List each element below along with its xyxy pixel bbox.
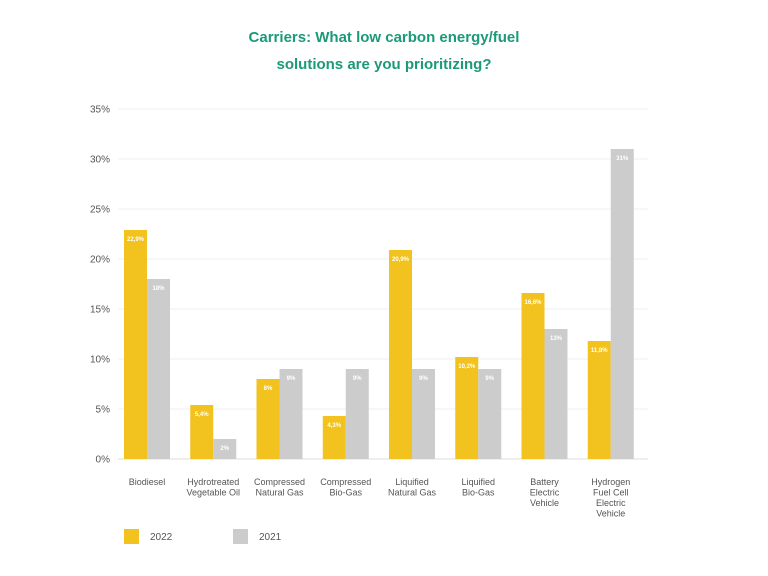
chart-title-line-1: Carriers: What low carbon energy/fuel [248, 29, 520, 46]
data-label-2021: 9% [419, 376, 428, 382]
category-label: Hydrogen [591, 477, 630, 487]
data-label-2022: 11,8% [591, 348, 608, 354]
category-label: Biodiesel [129, 477, 166, 487]
data-label-2022: 10,2% [458, 364, 476, 370]
category-label: Vehicle [596, 509, 625, 519]
data-label-2021: 9% [287, 376, 296, 382]
legend-swatch-2022 [124, 529, 139, 544]
category-label: Vehicle [530, 498, 559, 508]
category-label: Natural Gas [388, 488, 437, 498]
bar-2022 [587, 341, 611, 459]
category-label: Liquified [395, 477, 429, 487]
category-label: Compressed [320, 477, 371, 487]
category-label: Fuel Cell [593, 488, 629, 498]
category-label: Compressed [254, 477, 305, 487]
y-tick-label: 5% [96, 405, 111, 416]
category-label: Liquified [461, 477, 495, 487]
legend-label: 2021 [259, 532, 282, 543]
bar-2022 [389, 250, 412, 459]
data-label-2022: 8% [264, 386, 273, 392]
bar-2021 [610, 149, 634, 459]
bar-2022 [521, 293, 545, 459]
bar-2022 [322, 416, 346, 459]
data-label-2021: 2% [220, 446, 229, 452]
data-label-2021: 13% [550, 336, 563, 342]
chart-title-line-2: solutions are you prioritizing? [276, 56, 492, 73]
data-label-2021: 9% [485, 376, 494, 382]
legend-label: 2022 [150, 532, 173, 543]
bar-2021 [412, 369, 435, 459]
category-label: Hydrotreated [187, 477, 239, 487]
bar-2021 [345, 369, 369, 459]
category-label: Electric [530, 488, 560, 498]
bar-2021 [279, 369, 303, 459]
data-label-2021: 9% [353, 376, 362, 382]
bar-2021 [478, 369, 502, 459]
y-tick-label: 20% [90, 255, 110, 266]
bar-2022 [256, 379, 280, 459]
category-label: Vegetable Oil [186, 488, 240, 498]
data-label-2022: 5,4% [195, 412, 209, 418]
legend-swatch-2021 [233, 529, 248, 544]
bar-2021 [147, 279, 170, 459]
y-tick-label: 0% [96, 455, 111, 466]
category-label: Bio-Gas [329, 488, 362, 498]
y-tick-label: 35% [90, 105, 110, 116]
bar-2021 [544, 329, 568, 459]
category-label: Bio-Gas [462, 488, 495, 498]
data-label-2022: 16,6% [524, 300, 542, 306]
y-tick-label: 25% [90, 205, 110, 216]
data-label-2022: 22,9% [127, 237, 145, 243]
bar-2022 [455, 357, 479, 459]
bar-2022 [190, 405, 214, 459]
data-label-2022: 20,9% [392, 257, 410, 263]
y-tick-label: 15% [90, 305, 110, 316]
y-tick-label: 30% [90, 155, 110, 166]
bar-2022 [124, 230, 147, 459]
category-label: Battery [530, 477, 559, 487]
chart-title: Carriers: What low carbon energy/fuel so… [0, 24, 768, 78]
category-label: Natural Gas [255, 488, 304, 498]
category-label: Electric [596, 498, 626, 508]
data-label-2021: 18% [152, 286, 165, 292]
data-label-2021: 31% [616, 156, 629, 162]
data-label-2022: 4,3% [327, 423, 341, 429]
bar-2021 [213, 439, 237, 459]
y-tick-label: 10% [90, 355, 110, 366]
